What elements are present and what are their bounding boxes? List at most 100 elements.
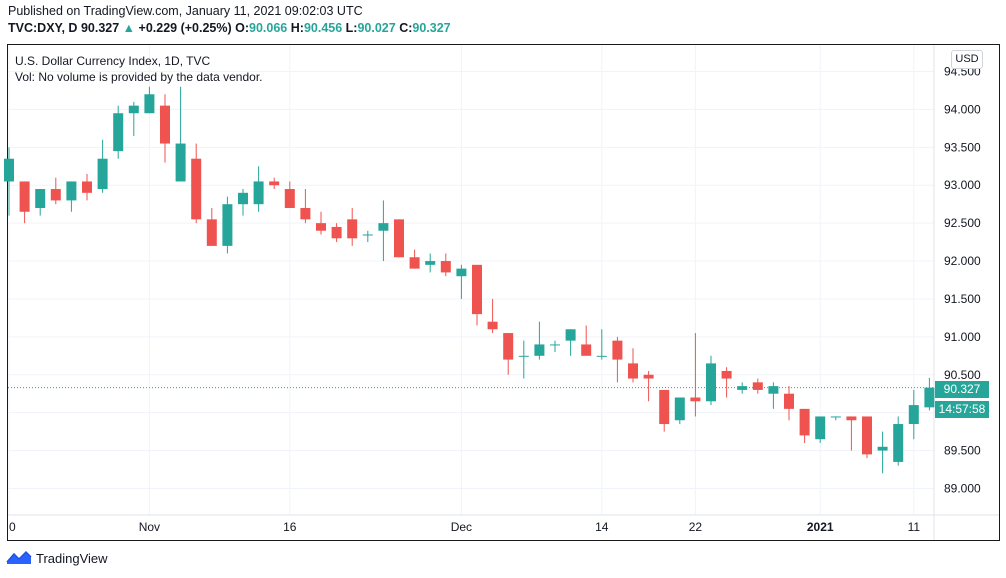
candle-down [160, 105, 170, 144]
candle-up [456, 268, 467, 277]
time-axis: 0 Nov 16 Dec 14 22 2021 11 [9, 520, 920, 534]
low-label: L: [345, 21, 358, 35]
candle-down [612, 340, 623, 360]
x-tick-label: 14 [595, 520, 609, 534]
candle-down [690, 397, 701, 402]
volume-note: Vol: No volume is provided by the data v… [15, 70, 263, 84]
x-tick-label: 11 [908, 520, 921, 534]
candle-down [331, 226, 342, 239]
open-label: O: [235, 21, 250, 35]
candle-up [924, 387, 935, 408]
candle-down [206, 219, 217, 246]
change-arrow-icon: ▲ [122, 21, 136, 35]
candle-down [799, 408, 810, 436]
candle-down [269, 181, 280, 186]
close-value: 90.327 [412, 21, 451, 35]
last-price: 90.327 [80, 21, 120, 35]
candle-down [300, 207, 311, 220]
high-value: 90.456 [303, 21, 343, 35]
grid-lines [8, 45, 999, 540]
current-price-badge: 90.327 [935, 381, 989, 398]
candle-down [191, 158, 202, 220]
candle-down [659, 389, 670, 425]
candle-up [97, 158, 108, 190]
candle-up [737, 386, 748, 390]
candle-up [596, 355, 607, 357]
open-value: 90.066 [249, 21, 288, 35]
candle-down [784, 393, 794, 409]
y-tick-label: 94.000 [944, 102, 981, 116]
candles [4, 86, 935, 474]
y-tick-label: 92.000 [944, 254, 981, 268]
candle-up [518, 355, 529, 357]
y-tick-label: 90.500 [944, 368, 981, 382]
candle-down [628, 363, 638, 379]
y-tick-label: 91.000 [944, 330, 981, 344]
candle-down [394, 219, 404, 258]
candle-up [175, 143, 186, 182]
high-label: H: [290, 21, 304, 35]
y-tick-label: 93.500 [944, 140, 981, 154]
y-tick-label: 92.500 [944, 216, 981, 230]
y-tick-label: 89.000 [944, 481, 981, 495]
x-tick-label: 22 [689, 520, 703, 534]
footer-brand-label: TradingView [36, 550, 108, 566]
candle-down [487, 321, 498, 330]
low-value: 90.027 [357, 21, 396, 35]
x-tick-label: Nov [139, 520, 160, 534]
candle-up [238, 192, 248, 205]
x-tick-label: 2021 [807, 520, 834, 534]
candle-up [768, 386, 779, 394]
candle-down [721, 370, 732, 379]
bar-countdown-badge: 14:57:58 [935, 401, 989, 418]
candle-up [362, 234, 373, 236]
ohlc-line: TVC:DXY, D 90.327 ▲ +0.229 (+0.25%) O:90… [8, 21, 451, 35]
price-axis: 89.00089.50090.00090.50091.00091.50092.0… [944, 65, 981, 496]
candle-up [893, 424, 904, 462]
y-tick-label: 89.500 [944, 444, 981, 458]
candle-down [846, 416, 857, 421]
x-tick-label: 16 [283, 520, 297, 534]
y-tick-label: 93.000 [944, 178, 981, 192]
price-change: +0.229 (+0.25%) [138, 21, 232, 35]
candle-down [316, 223, 326, 231]
candle-up [378, 223, 389, 231]
candle-down [50, 189, 61, 201]
candle-up [830, 416, 841, 418]
candle-up [128, 105, 139, 114]
y-tick-label: 91.500 [944, 292, 981, 306]
candle-down [284, 189, 295, 208]
candle-down [409, 257, 420, 269]
candle-up [706, 363, 716, 402]
candle-down [862, 416, 872, 455]
x-tick-label: Dec [451, 520, 472, 534]
chart-legend-title: U.S. Dollar Currency Index, 1D, TVC [15, 54, 211, 68]
candle-up [674, 397, 685, 421]
symbol-label[interactable]: TVC:DXY, D [8, 21, 78, 35]
candle-down [472, 264, 482, 315]
chart-frame[interactable] [7, 44, 1000, 541]
candle-down [82, 181, 92, 193]
candle-up [66, 181, 77, 201]
candle-up [550, 344, 560, 346]
candle-down [347, 219, 358, 239]
candle-up [113, 113, 124, 152]
published-line: Published on TradingView.com, January 11… [8, 4, 363, 18]
candle-up [425, 261, 436, 265]
footer-brand[interactable]: TradingView [6, 550, 108, 566]
candle-up [534, 344, 545, 356]
candle-down [643, 374, 654, 379]
candle-up [144, 94, 155, 114]
candle-up [35, 189, 46, 208]
tradingview-logo-icon [6, 550, 32, 564]
candle-down [503, 333, 514, 360]
currency-button[interactable]: USD [951, 50, 983, 69]
candle-down [752, 382, 763, 390]
candle-up [877, 446, 888, 451]
candle-up [4, 158, 14, 182]
candle-up [815, 416, 826, 440]
candle-up [222, 204, 233, 246]
candle-down [440, 261, 451, 273]
candle-down [581, 344, 592, 356]
